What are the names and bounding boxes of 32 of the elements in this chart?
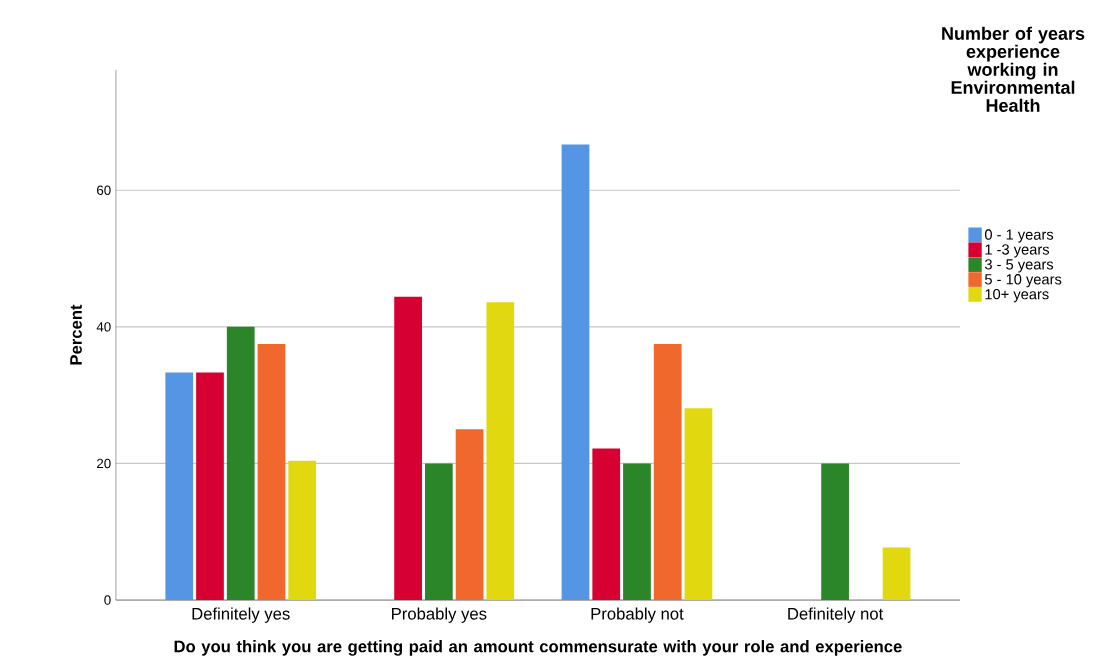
bar xyxy=(684,408,713,600)
bar xyxy=(257,343,286,600)
legend-label: 5 - 10 years xyxy=(984,274,1062,288)
x-tick-label: Probably yes xyxy=(392,607,487,623)
bar xyxy=(821,463,849,600)
bar xyxy=(424,463,453,600)
bar xyxy=(561,144,590,600)
x-tick-label: Probably not xyxy=(591,607,684,623)
y-axis-title: Percent xyxy=(70,304,82,365)
bar xyxy=(653,343,682,600)
bar xyxy=(394,296,422,600)
y-tick-label: 40 xyxy=(96,322,111,332)
bar xyxy=(623,463,651,600)
bar xyxy=(455,429,484,600)
legend-label: 0 - 1 years xyxy=(984,229,1054,243)
bar xyxy=(882,547,911,600)
x-tick-label: Definitely yes xyxy=(192,607,290,623)
legend-label: 10+ years xyxy=(985,288,1049,303)
x-axis-title: Do you think you are getting paid an amount commensurate with your role and experience xyxy=(174,640,902,656)
legend-title: Number of years experience working in Environmental Health xyxy=(942,26,1085,112)
x-tick-label: Definitely not xyxy=(788,607,884,623)
bar xyxy=(226,326,255,600)
bar xyxy=(196,372,224,600)
bar xyxy=(288,460,317,600)
bar xyxy=(486,302,515,600)
y-tick-label: 60 xyxy=(97,185,111,195)
y-tick-label: 0 xyxy=(104,595,111,605)
legend-label: 1 -3 years xyxy=(985,244,1050,258)
bar xyxy=(592,448,621,600)
legend-label: 3 - 5 years xyxy=(984,259,1054,273)
bar xyxy=(165,372,194,600)
y-tick-label: 20 xyxy=(97,458,111,469)
